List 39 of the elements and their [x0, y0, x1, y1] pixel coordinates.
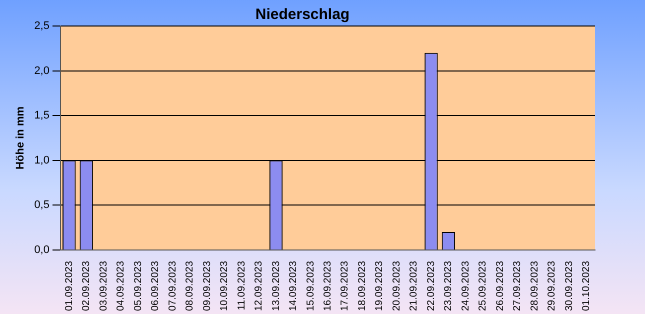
x-tick-label: 05.09.2023 [132, 260, 144, 312]
x-tick-label: 22.09.2023 [426, 260, 437, 312]
x-tick-label: 04.09.2023 [116, 260, 127, 312]
x-tick-label: 27.09.2023 [512, 260, 524, 312]
y-tick-label: 0,5 [34, 199, 50, 212]
x-tick-label: 06.09.2023 [150, 260, 162, 312]
x-tick-label: 21.09.2023 [408, 260, 420, 312]
x-tick-label: 02.09.2023 [81, 260, 92, 312]
x-tick-label: 01.09.2023 [64, 260, 75, 312]
x-tick-label: 24.09.2023 [460, 260, 472, 312]
y-tick-label: 2,5 [34, 20, 50, 32]
x-tick-label: 09.09.2023 [202, 260, 213, 312]
x-tick-label: 19.09.2023 [374, 260, 386, 312]
x-tick-label: 17.09.2023 [340, 260, 351, 312]
x-tick-label: 10.09.2023 [219, 260, 230, 312]
y-tick-label: 1,5 [34, 110, 50, 122]
x-tick-label: 15.09.2023 [305, 260, 316, 312]
x-tick-label: 26.09.2023 [494, 260, 506, 312]
y-axis-title: Höhe in mm [14, 106, 27, 170]
x-tick-label: 03.09.2023 [98, 260, 110, 312]
x-tick-label: 18.09.2023 [356, 260, 368, 312]
x-tick-label: 07.09.2023 [167, 260, 178, 312]
x-tick-label: 11.09.2023 [236, 260, 248, 310]
x-tick-label: 16.09.2023 [322, 260, 334, 312]
x-tick-label: 25.09.2023 [478, 260, 489, 312]
x-tick-label: 01.10.2023 [581, 260, 592, 312]
x-tick-label: 13.09.2023 [270, 260, 282, 312]
chart-title: Niederschlag [255, 6, 350, 24]
x-tick-label: 23.09.2023 [443, 260, 454, 312]
x-tick-label: 20.09.2023 [391, 260, 402, 312]
y-tick-label: 0,0 [34, 244, 50, 256]
x-tick-label: 14.09.2023 [288, 260, 300, 312]
x-tick-label: 12.09.2023 [254, 260, 265, 312]
y-tick-label: 2,0 [34, 64, 50, 77]
y-tick-label: 1,0 [34, 154, 50, 166]
x-tick-label: 08.09.2023 [184, 260, 196, 312]
x-tick-label: 29.09.2023 [546, 260, 558, 312]
x-tick-label: 28.09.2023 [529, 260, 540, 312]
x-tick-label: 30.09.2023 [564, 260, 575, 312]
